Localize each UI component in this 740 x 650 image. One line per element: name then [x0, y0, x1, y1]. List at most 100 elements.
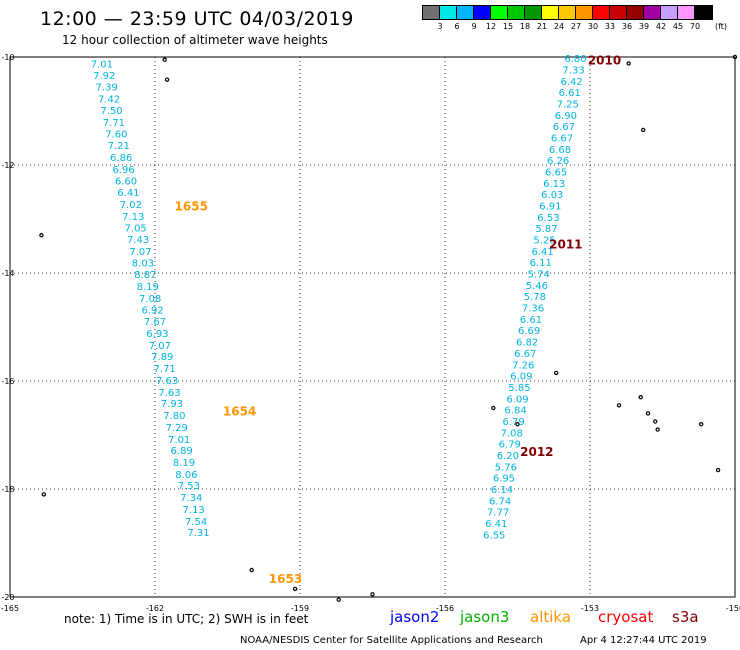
- pass-time-label: 1653: [269, 572, 302, 586]
- wave-height-label: 7.13: [183, 505, 205, 516]
- wave-height-label: 7.02: [120, 200, 142, 211]
- satellite-legend-s3a: s3a: [672, 608, 699, 626]
- island-outline: [616, 403, 622, 408]
- wave-height-label: 7.21: [108, 141, 130, 152]
- wave-height-label: 7.89: [151, 352, 173, 363]
- island-outline: [41, 492, 47, 497]
- wave-height-label: 8.87: [134, 270, 156, 281]
- latitude-tick-label: -12: [1, 161, 14, 170]
- color-scale-label: 18: [519, 22, 531, 31]
- satellite-legend-jason2: jason2: [390, 608, 440, 626]
- color-scale-label: 45: [672, 22, 684, 31]
- color-swatch: [440, 6, 457, 19]
- island-outline: [292, 586, 298, 592]
- wave-height-label: 6.93: [146, 329, 168, 340]
- color-swatch: [576, 6, 593, 19]
- wave-height-label: 5.46: [526, 281, 548, 292]
- wave-height-label: 6.13: [543, 179, 565, 190]
- wave-height-label: 7.07: [149, 341, 171, 352]
- island-outline: [370, 592, 375, 597]
- wave-height-label: 6.74: [489, 496, 511, 507]
- wave-height-label: 7.05: [125, 224, 147, 235]
- wave-height-label: 6.91: [539, 202, 561, 213]
- wave-height-label: 7.33: [562, 65, 584, 76]
- island-outline: [715, 467, 721, 473]
- latitude-tick-label: -14: [1, 269, 14, 278]
- wave-height-label: 6.61: [559, 88, 581, 99]
- wave-height-label: 6.84: [504, 406, 526, 417]
- island-outline: [732, 54, 738, 60]
- color-swatch: [610, 6, 627, 19]
- pass-time-label: 1655: [175, 200, 208, 214]
- color-swatch: [474, 6, 491, 19]
- wave-height-label: 6.42: [561, 77, 583, 88]
- color-scale-label: 15: [502, 22, 514, 31]
- wave-height-label: 6.69: [518, 326, 540, 337]
- wave-height-label: 8.06: [175, 470, 197, 481]
- wave-height-label: 5.78: [524, 292, 546, 303]
- wave-height-label: 7.71: [103, 118, 125, 129]
- wave-height-label: 6.60: [115, 177, 137, 188]
- map-title: 12:00 — 23:59 UTC 04/03/2019: [40, 8, 354, 30]
- wave-height-label: 7.34: [180, 493, 202, 504]
- color-swatch: [542, 6, 559, 19]
- color-scale-label: 24: [553, 22, 565, 31]
- wave-height-label: 6.67: [514, 349, 536, 360]
- wave-height-label: 5.25: [533, 236, 555, 247]
- wave-height-label: 7.36: [522, 304, 544, 315]
- wave-height-label: 6.80: [564, 54, 586, 65]
- island-outline: [553, 370, 559, 376]
- legend-note: note: 1) Time is in UTC; 2) SWH is in fe…: [64, 612, 309, 626]
- wave-height-label: 8.19: [173, 458, 195, 469]
- island-outline: [249, 567, 254, 573]
- wave-height-label: 6.67: [551, 133, 573, 144]
- wave-height-label: 7.01: [91, 59, 113, 70]
- wave-height-label: 7.07: [129, 247, 151, 258]
- wave-height-label: 6.53: [537, 213, 559, 224]
- color-scale-label: 9: [471, 22, 477, 31]
- longitude-tick-label: -162: [146, 604, 164, 613]
- wave-height-label: 6.61: [520, 315, 542, 326]
- color-swatch: [491, 6, 508, 19]
- island-outline: [655, 427, 660, 432]
- island-outline: [515, 422, 520, 427]
- color-swatch: [593, 6, 610, 19]
- wave-height-label: 6.90: [555, 111, 577, 122]
- color-swatch: [525, 6, 542, 19]
- wave-height-label: 7.26: [512, 360, 534, 371]
- wave-height-label: 6.95: [493, 474, 515, 485]
- wave-height-label: 7.08: [501, 428, 523, 439]
- color-swatch: [627, 6, 644, 19]
- latitude-tick-label: -20: [1, 593, 14, 602]
- color-scale-label: 70: [689, 22, 701, 31]
- wave-height-label: 7.13: [122, 212, 144, 223]
- wave-height-label: 7.39: [96, 83, 118, 94]
- wave-height-label: 6.79: [503, 417, 525, 428]
- latitude-tick-label: -16: [1, 377, 14, 386]
- longitude-tick-label: -165: [1, 604, 19, 613]
- satellite-legend-cryosat: cryosat: [598, 608, 654, 626]
- wave-height-label: 6.14: [491, 485, 513, 496]
- color-swatch: [457, 6, 474, 19]
- color-swatch: [644, 6, 661, 19]
- wave-height-label: 6.68: [549, 145, 571, 156]
- island-outline: [491, 405, 496, 411]
- wave-height-label: 7.63: [158, 388, 180, 399]
- island-outline: [336, 597, 341, 602]
- color-swatch: [508, 6, 525, 19]
- longitude-tick-label: -153: [581, 604, 599, 613]
- wave-height-label: 5.85: [508, 383, 530, 394]
- color-scale-label: 30: [587, 22, 599, 31]
- longitude-tick-label: -159: [291, 604, 309, 613]
- island-outline: [638, 395, 643, 400]
- island-outline: [653, 419, 658, 424]
- color-swatch: [678, 6, 695, 19]
- wave-height-label: 7.63: [156, 376, 178, 387]
- pass-time-label: 1654: [223, 405, 256, 419]
- wave-height-label: 6.96: [112, 165, 134, 176]
- island-outline: [164, 77, 170, 82]
- wave-height-label: 6.65: [545, 167, 567, 178]
- wave-height-label: 8.19: [137, 282, 159, 293]
- generation-timestamp: Apr 4 12:27:44 UTC 2019: [580, 635, 707, 646]
